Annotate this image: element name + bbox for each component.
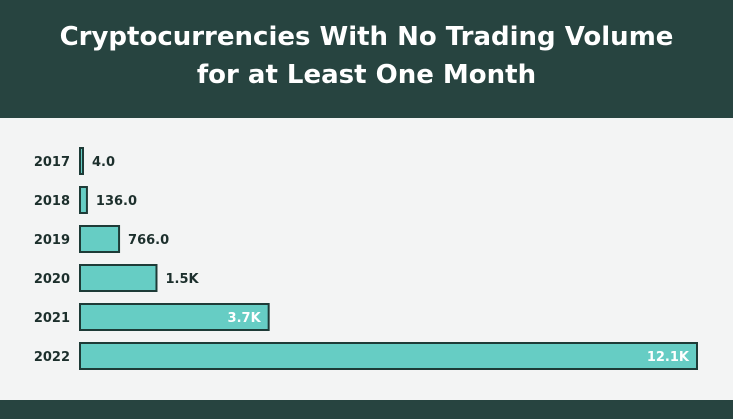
category-label-2017: 2017 — [34, 155, 70, 170]
category-label-2018: 2018 — [34, 194, 70, 209]
value-label-2019: 766.0 — [128, 233, 169, 248]
category-label-2022: 2022 — [34, 350, 70, 365]
bar-2021 — [79, 303, 270, 331]
chart-title-line-1: Cryptocurrencies With No Trading Volume — [59, 22, 674, 52]
bar-chart-svg: 2017 4.0 2018 136.0 2019 766.0 2020 1.5K 2021 3.7… — [34, 147, 698, 370]
bar-2018 — [79, 186, 88, 214]
bar-2019 — [79, 225, 121, 253]
chart-title-line-2: for at Least One Month — [196, 60, 537, 90]
value-label-2018: 136.0 — [96, 194, 137, 209]
category-label-2021: 2021 — [34, 311, 70, 326]
category-label-2020: 2020 — [34, 272, 70, 287]
bar-chart: 2017 4.0 2018 136.0 2019 766.0 2020 1.5K 2021 3.7… — [0, 118, 733, 400]
value-label-2020: 1.5K — [165, 272, 199, 287]
value-label-2017: 4.0 — [92, 155, 115, 170]
bar-2022 — [79, 342, 698, 370]
bar-2020 — [79, 264, 158, 292]
category-label-2019: 2019 — [34, 233, 70, 248]
chart-header: Cryptocurrencies With No Trading Volume … — [0, 0, 733, 118]
bar-2017 — [79, 147, 84, 175]
chart-footer — [0, 400, 733, 419]
chart-title: Cryptocurrencies With No Trading Volume … — [0, 18, 733, 94]
value-label-2022: 12.1K — [647, 350, 690, 365]
value-label-2021: 3.7K — [228, 311, 262, 326]
